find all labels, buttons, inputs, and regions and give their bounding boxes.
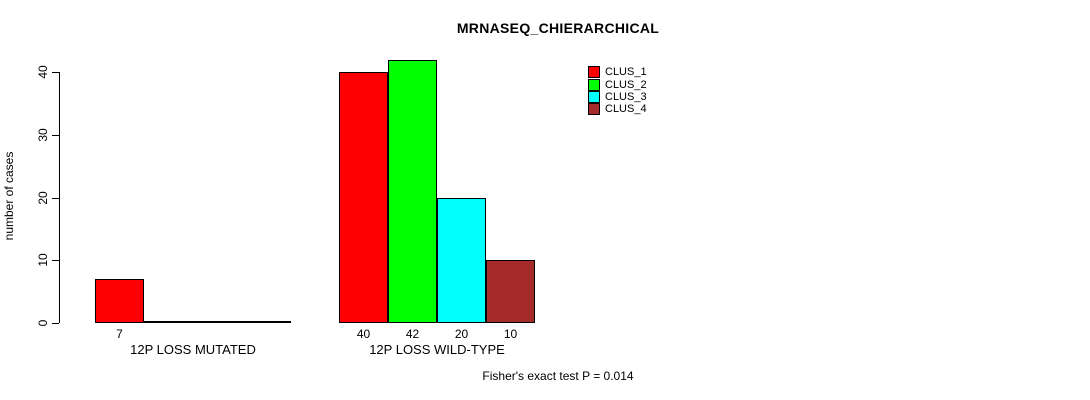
bar-clus_2-2 bbox=[388, 59, 437, 323]
x-category-label: 12P LOSS WILD-TYPE bbox=[369, 342, 505, 357]
y-tick-label: 40 bbox=[36, 65, 50, 79]
fisher-annotation: Fisher's exact test P = 0.014 bbox=[482, 369, 634, 383]
bar-value-label: 42 bbox=[405, 327, 420, 341]
group-baseline bbox=[95, 321, 291, 323]
legend-swatch-clus_1 bbox=[588, 66, 600, 79]
y-tick-label: 20 bbox=[36, 190, 50, 205]
legend-swatch-clus_3 bbox=[588, 90, 600, 103]
legend-label: CLUS_4 bbox=[605, 103, 647, 116]
bar-clus_1-1 bbox=[95, 279, 144, 323]
bar-clus_3-2 bbox=[437, 197, 486, 323]
y-axis-tick bbox=[52, 134, 59, 136]
legend-item: CLUS_3 bbox=[588, 90, 647, 103]
bar-clus_4-2 bbox=[486, 260, 535, 323]
legend-swatch-clus_2 bbox=[588, 78, 600, 91]
legend-label: CLUS_3 bbox=[605, 90, 647, 103]
y-axis-label: number of cases bbox=[2, 151, 16, 241]
y-axis-tick bbox=[52, 260, 59, 262]
bar-value-label: 7 bbox=[116, 327, 123, 341]
chart-title: MRNASEQ_CHIERARCHICAL bbox=[456, 20, 660, 36]
y-axis-tick bbox=[52, 197, 59, 199]
bar-clus_1-2 bbox=[339, 72, 388, 323]
x-category-label: 12P LOSS MUTATED bbox=[130, 342, 256, 357]
legend: CLUS_1 CLUS_2 CLUS_3 CLUS_4 bbox=[588, 66, 647, 116]
legend-item: CLUS_2 bbox=[588, 78, 647, 91]
y-axis-tick bbox=[52, 323, 59, 324]
y-axis-line bbox=[59, 72, 60, 323]
bar-value-label: 40 bbox=[356, 327, 371, 341]
bar-value-label: 10 bbox=[503, 327, 518, 341]
legend-item: CLUS_1 bbox=[588, 66, 647, 79]
legend-label: CLUS_1 bbox=[605, 66, 647, 79]
y-axis-tick bbox=[52, 72, 59, 74]
bar-value-label: 20 bbox=[454, 327, 469, 341]
y-tick-label: 30 bbox=[36, 128, 50, 142]
y-tick-label: 10 bbox=[36, 253, 50, 267]
legend-item: CLUS_4 bbox=[588, 103, 647, 116]
y-tick-label: 0 bbox=[36, 319, 50, 327]
legend-label: CLUS_2 bbox=[605, 78, 647, 91]
legend-swatch-clus_4 bbox=[588, 103, 600, 116]
